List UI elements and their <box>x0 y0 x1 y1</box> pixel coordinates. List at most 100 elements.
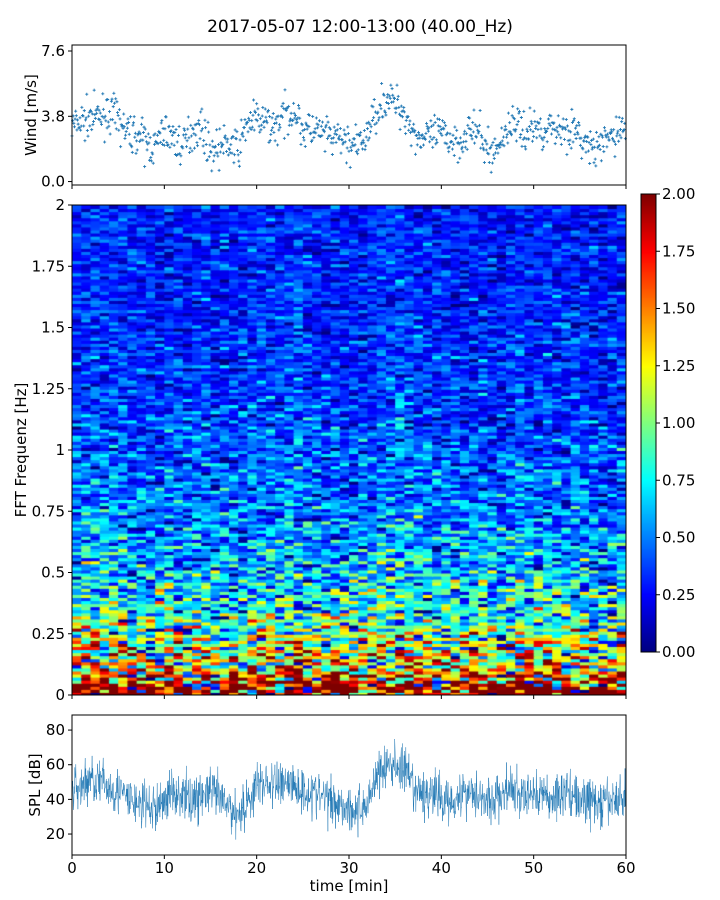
wind-point <box>233 153 237 157</box>
wind-point <box>140 122 144 126</box>
wind-point <box>415 143 419 147</box>
wind-point <box>586 135 590 139</box>
wind-point <box>513 117 517 121</box>
wind-point <box>385 101 389 105</box>
wind-point <box>228 147 232 151</box>
wind-point <box>310 138 314 142</box>
wind-point <box>556 130 560 134</box>
wind-point <box>570 107 574 111</box>
wind-point <box>404 132 408 136</box>
wind-point <box>487 152 491 156</box>
wind-point <box>362 141 366 145</box>
wind-point <box>620 116 624 120</box>
wind-point <box>513 129 517 133</box>
wind-point <box>101 107 105 111</box>
wind-point <box>149 155 153 159</box>
wind-point <box>388 94 392 98</box>
wind-point <box>307 125 311 129</box>
wind-point <box>545 140 549 144</box>
wind-point <box>247 116 251 120</box>
wind-ylabel: Wind [m/s] <box>22 74 40 156</box>
wind-point <box>447 150 451 154</box>
wind-point <box>239 118 243 122</box>
wind-point <box>332 125 336 129</box>
wind-point <box>226 153 230 157</box>
wind-point <box>138 132 142 136</box>
wind-point <box>285 106 289 110</box>
wind-point <box>335 133 339 137</box>
wind-point <box>90 112 94 116</box>
wind-point <box>538 117 542 121</box>
wind-point <box>202 151 206 155</box>
xtick-label: 60 <box>616 859 635 877</box>
wind-point <box>262 125 266 129</box>
wind-point <box>583 136 587 140</box>
wind-point <box>431 145 435 149</box>
wind-point <box>128 115 132 119</box>
wind-point <box>221 151 225 155</box>
wind-point <box>588 162 592 166</box>
wind-point <box>123 136 127 140</box>
wind-point <box>330 136 334 140</box>
wind-point <box>212 154 216 158</box>
wind-point <box>295 120 299 124</box>
wind-point <box>522 109 526 113</box>
wind-point <box>607 138 611 142</box>
wind-point <box>228 151 232 155</box>
wind-point <box>323 149 327 153</box>
wind-point <box>372 97 376 101</box>
wind-point <box>143 127 147 131</box>
wind-point <box>525 127 529 131</box>
wind-point <box>200 107 204 111</box>
wind-point <box>82 109 86 113</box>
wind-point <box>584 150 588 154</box>
wind-point <box>314 131 318 135</box>
wind-point <box>601 135 605 139</box>
wind-point <box>107 124 111 128</box>
wind-point <box>394 106 398 110</box>
colorbar-tick-label: 1.75 <box>662 242 695 260</box>
wind-point <box>115 100 119 104</box>
wind-point <box>260 114 264 118</box>
wind-point <box>88 124 92 128</box>
wind-point <box>433 121 437 125</box>
spl-line <box>71 738 626 840</box>
wind-point <box>540 136 544 140</box>
wind-point <box>438 125 442 129</box>
wind-point <box>206 120 210 124</box>
wind-point <box>278 125 282 129</box>
wind-point <box>132 121 136 125</box>
wind-point <box>119 145 123 149</box>
wind-point <box>93 116 97 120</box>
wind-point <box>299 142 303 146</box>
wind-point <box>295 118 299 122</box>
wind-point <box>101 92 105 96</box>
wind-point <box>406 115 410 119</box>
wind-point <box>207 130 211 134</box>
wind-point <box>170 142 174 146</box>
wind-point <box>210 139 214 143</box>
wind-point <box>380 82 384 86</box>
wind-point <box>566 139 570 143</box>
wind-point <box>220 145 224 149</box>
wind-point <box>563 126 567 130</box>
wind-point <box>515 123 519 127</box>
wind-point <box>106 97 110 101</box>
wind-point <box>496 151 500 155</box>
wind-point <box>131 123 135 127</box>
wind-point <box>229 136 233 140</box>
wind-point <box>289 111 293 115</box>
wind-point <box>162 138 166 142</box>
wind-point <box>163 127 167 131</box>
wind-point <box>112 101 116 105</box>
wind-point <box>452 154 456 158</box>
wind-point <box>444 124 448 128</box>
wind-point <box>74 114 78 118</box>
wind-point <box>124 133 128 137</box>
wind-point <box>218 127 222 131</box>
wind-point <box>179 154 183 158</box>
wind-point <box>264 115 268 119</box>
wind-point <box>117 108 121 112</box>
wind-point <box>219 141 223 145</box>
wind-point <box>533 120 537 124</box>
